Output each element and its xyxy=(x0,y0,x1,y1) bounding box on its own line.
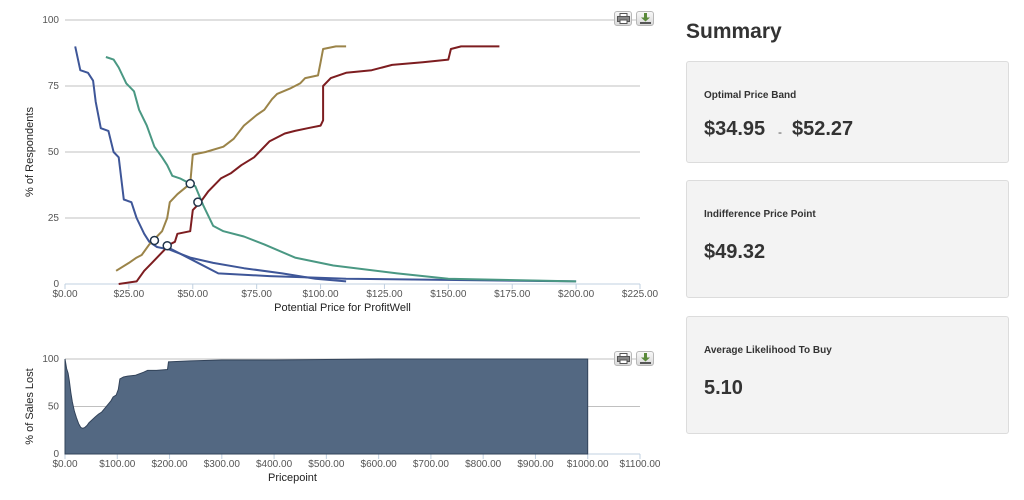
series-line-2 xyxy=(166,246,577,283)
y-tick-label: 0 xyxy=(53,279,59,290)
x-axis-title: Potential Price for ProfitWell xyxy=(274,302,411,314)
print-button-2[interactable] xyxy=(614,351,632,366)
printer-icon xyxy=(617,13,630,24)
x-tick-label: $1100.00 xyxy=(620,459,661,470)
x-tick-label: $200.00 xyxy=(558,289,595,300)
indifference-price-label: Indifference Price Point xyxy=(704,209,816,220)
y-axis-title: % of Respondents xyxy=(24,107,36,197)
y-tick-label: 50 xyxy=(48,147,60,158)
intersection-point xyxy=(162,240,172,251)
x-tick-label: $175.00 xyxy=(494,289,531,300)
sales-lost-area xyxy=(64,358,589,455)
x-tick-label: $800.00 xyxy=(465,459,502,470)
price-sensitivity-chart-svg: 0 25 50 75 100 $0.00 $25.00 $50.00 $75.00 $100.00… xyxy=(24,15,659,314)
x-tick-label: $125.00 xyxy=(366,289,403,300)
likelihood-card: Average Likelihood To Buy 5.10 xyxy=(686,316,1009,434)
series-line-1 xyxy=(74,46,347,283)
y-tick-label: 25 xyxy=(48,213,60,224)
x-tick-label: $900.00 xyxy=(517,459,554,470)
series-line-3 xyxy=(105,56,577,283)
print-button[interactable] xyxy=(614,11,632,26)
x-tick-label: $50.00 xyxy=(177,289,208,300)
price-sensitivity-chart: 0 25 50 75 100 $0.00 $25.00 $50.00 $75.00 $100.00… xyxy=(0,0,670,320)
intersection-point xyxy=(149,235,160,246)
y-tick-label: 100 xyxy=(42,354,59,365)
x-tick-label: $100.00 xyxy=(302,289,339,300)
x-tick-label: $700.00 xyxy=(413,459,450,470)
x-tick-label: $400.00 xyxy=(256,459,293,470)
indifference-price-card: Indifference Price Point $49.32 xyxy=(686,180,1009,298)
x-tick-label: $500.00 xyxy=(308,459,345,470)
download-icon xyxy=(640,13,651,24)
likelihood-value: 5.10 xyxy=(704,377,743,399)
x-tick-label: $300.00 xyxy=(204,459,241,470)
intersection-point xyxy=(193,197,203,207)
x-tick-label: $0.00 xyxy=(52,289,77,300)
summary-title: Summary xyxy=(686,20,782,43)
optimal-price-band-label: Optimal Price Band xyxy=(704,90,797,101)
download-button[interactable] xyxy=(636,11,654,26)
optimal-price-band-separator: - xyxy=(778,125,782,139)
x-tick-label: $1000.00 xyxy=(567,459,609,470)
x-tick-label: $100.00 xyxy=(99,459,136,470)
x-axis-title: Pricepoint xyxy=(268,472,317,484)
download-icon xyxy=(640,353,651,364)
series-line-4 xyxy=(115,45,347,272)
optimal-price-band-low: $34.95 xyxy=(704,118,766,140)
likelihood-label: Average Likelihood To Buy xyxy=(704,345,832,356)
y-tick-label: 75 xyxy=(48,81,60,92)
x-tick-label: $150.00 xyxy=(430,289,467,300)
optimal-price-band-card: Optimal Price Band $34.95 - $52.27 xyxy=(686,61,1009,163)
optimal-price-band-high: $52.27 xyxy=(792,118,854,140)
x-tick-label: $225.00 xyxy=(622,289,659,300)
y-tick-label: 0 xyxy=(53,449,59,460)
series-line-5 xyxy=(118,45,500,285)
x-tick-label: $200.00 xyxy=(151,459,188,470)
x-tick-label: $25.00 xyxy=(114,289,145,300)
sales-lost-chart-svg: 0 50 100 $0.00 $100.00 $200.00 $300.00 $400.00 $… xyxy=(24,354,661,484)
x-tick-label: $600.00 xyxy=(361,459,398,470)
y-tick-label: 50 xyxy=(48,402,60,413)
download-button-2[interactable] xyxy=(636,351,654,366)
x-tick-label: $75.00 xyxy=(241,289,272,300)
y-tick-label: 100 xyxy=(42,15,59,26)
x-tick-label: $0.00 xyxy=(52,459,77,470)
y-axis-title: % of Sales Lost xyxy=(24,368,36,444)
sales-lost-chart: 0 50 100 $0.00 $100.00 $200.00 $300.00 $400.00 $… xyxy=(0,340,670,495)
indifference-price-value: $49.32 xyxy=(704,241,766,263)
intersection-point xyxy=(185,178,195,189)
printer-icon xyxy=(617,353,630,364)
